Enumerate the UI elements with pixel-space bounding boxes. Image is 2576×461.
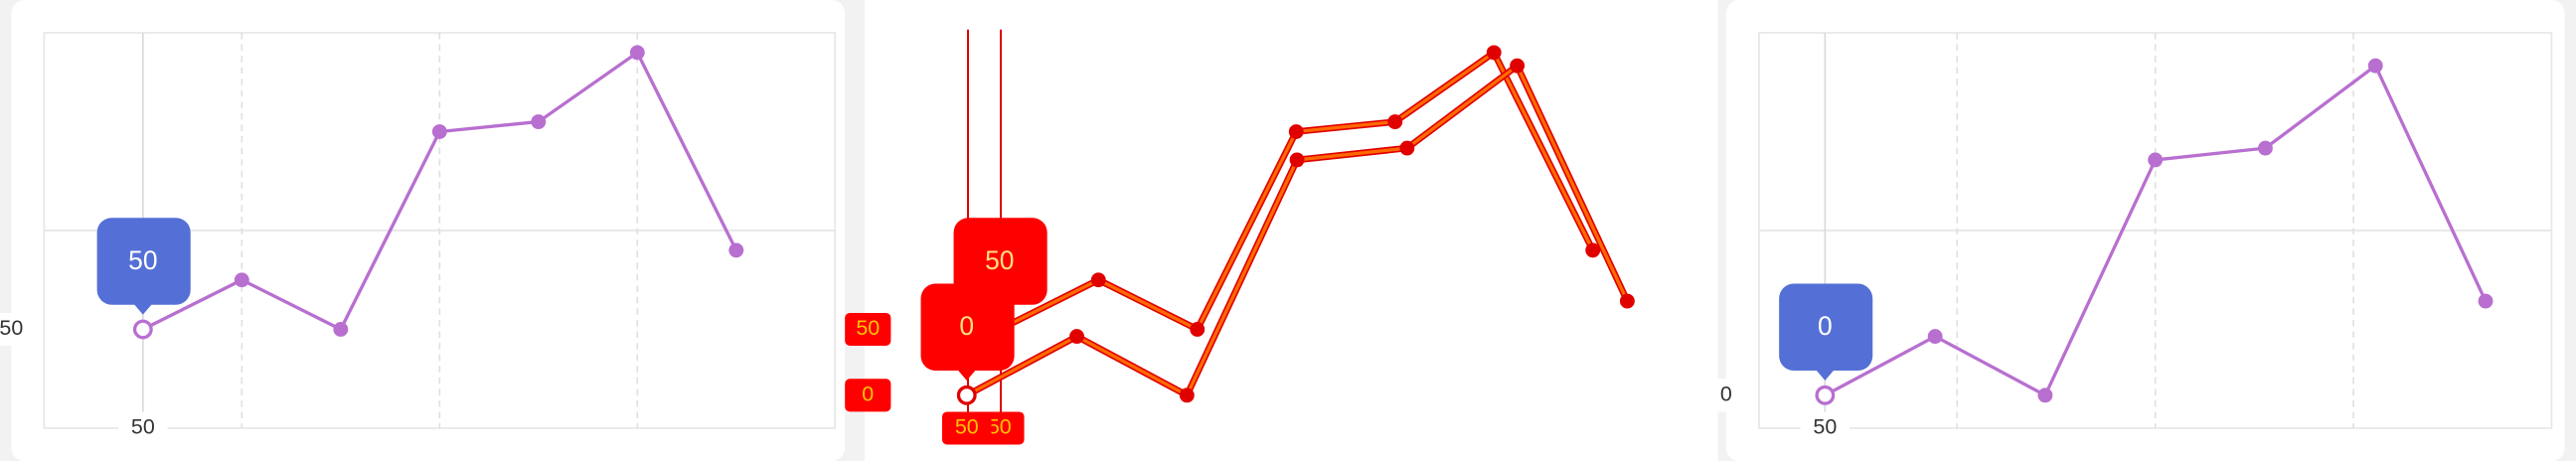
data-point bbox=[1927, 329, 1943, 345]
data-point bbox=[728, 242, 744, 258]
data-point bbox=[1585, 242, 1601, 258]
data-point bbox=[1399, 140, 1415, 156]
y-pointer-box bbox=[845, 312, 891, 346]
data-point bbox=[2367, 58, 2383, 74]
tooltip-box bbox=[953, 218, 1047, 305]
x-pointer-box bbox=[118, 411, 168, 445]
y-pointer-label: 0 bbox=[862, 382, 874, 405]
data-point bbox=[1619, 293, 1635, 309]
data-point bbox=[2148, 152, 2164, 168]
data-point bbox=[1387, 114, 1403, 129]
y-pointer-box bbox=[1702, 379, 1749, 412]
x-pointer-box bbox=[942, 411, 992, 445]
tooltip-box bbox=[96, 218, 191, 305]
tooltip-arrow bbox=[132, 303, 153, 315]
data-point bbox=[956, 384, 977, 405]
y-pointer-label: 50 bbox=[856, 316, 880, 340]
x-pointer-label: 50 bbox=[988, 415, 1012, 439]
tooltip-arrow bbox=[1815, 369, 1836, 381]
data-point bbox=[1069, 329, 1084, 345]
data-point bbox=[629, 45, 645, 61]
tooltip-value: 50 bbox=[128, 245, 157, 275]
y-pointer-box bbox=[0, 312, 35, 346]
data-point bbox=[132, 319, 153, 340]
data-point bbox=[1289, 152, 1305, 168]
data-point bbox=[2478, 293, 2494, 309]
tooltip-value: 0 bbox=[959, 311, 974, 341]
data-point bbox=[333, 322, 349, 337]
data-point bbox=[1179, 387, 1195, 403]
x-pointer-box bbox=[1800, 411, 1851, 445]
y-pointer-label: 0 bbox=[1720, 382, 1732, 405]
x-pointer-label: 50 bbox=[1813, 415, 1837, 439]
data-point bbox=[234, 272, 249, 288]
data-point bbox=[2258, 140, 2273, 156]
x-pointer-label: 50 bbox=[131, 415, 155, 439]
data-point bbox=[1288, 124, 1304, 139]
data-point bbox=[1090, 272, 1106, 288]
x-pointer-label: 50 bbox=[955, 415, 979, 439]
tooltip-value: 50 bbox=[985, 245, 1014, 275]
tooltip-arrow bbox=[956, 369, 977, 381]
data-point bbox=[431, 124, 447, 139]
data-point bbox=[1815, 384, 1836, 405]
data-point bbox=[1510, 58, 1526, 74]
tooltip-value: 0 bbox=[1818, 311, 1833, 341]
tooltip-box bbox=[920, 283, 1015, 372]
y-pointer-box bbox=[845, 379, 891, 412]
y-pointer-label: 50 bbox=[0, 316, 23, 340]
data-point bbox=[531, 114, 547, 129]
data-point bbox=[2037, 387, 2053, 403]
data-point bbox=[1190, 322, 1206, 337]
tooltip-box bbox=[1779, 283, 1873, 372]
data-point bbox=[1486, 45, 1502, 61]
